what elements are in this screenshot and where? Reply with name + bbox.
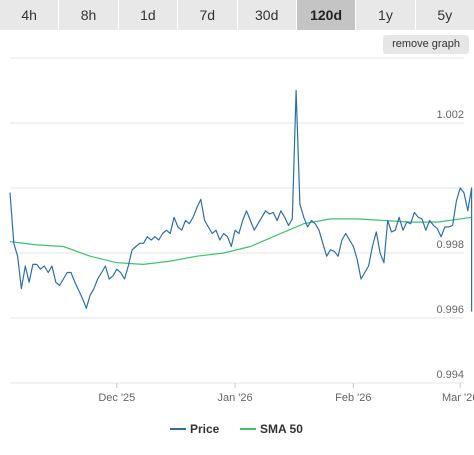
tab-30d[interactable]: 30d: [237, 0, 297, 30]
y-axis-ticks: 0.994 0.996 0.998 1.002: [436, 109, 464, 381]
x-tick-label: Dec '25: [98, 392, 135, 404]
sma50-series-line: [9, 216, 472, 265]
x-tick-label: Mar '26: [442, 392, 474, 404]
y-tick-label: 0.996: [436, 304, 464, 316]
time-range-tabs: 4h 8h 1d 7d 30d 120d 1y 5y: [0, 0, 474, 30]
x-tick-label: Feb '26: [335, 392, 371, 404]
remove-graph-button[interactable]: remove graph: [383, 35, 469, 54]
x-axis-ticks: Dec '25 Jan '26 Feb '26 Mar '26: [98, 383, 474, 404]
series-lines: [9, 89, 473, 312]
tab-7d[interactable]: 7d: [178, 0, 238, 30]
legend-label: Price: [190, 422, 220, 436]
tab-5y[interactable]: 5y: [415, 0, 474, 30]
y-tick-label: 0.998: [436, 239, 464, 251]
tab-8h[interactable]: 8h: [59, 0, 119, 30]
legend: Price SMA 50: [170, 422, 303, 436]
y-tick-label: 1.002: [436, 109, 464, 121]
y-tick-label: 0.994: [436, 369, 464, 381]
legend-item-price[interactable]: Price: [170, 422, 220, 436]
tab-120d[interactable]: 120d: [296, 0, 357, 30]
tab-4h[interactable]: 4h: [0, 0, 60, 30]
x-tick-label: Jan '26: [218, 392, 253, 404]
price-series-line: [9, 89, 473, 312]
gridlines: [10, 57, 464, 384]
legend-item-sma50[interactable]: SMA 50: [240, 422, 303, 436]
tab-1y[interactable]: 1y: [356, 0, 416, 30]
tab-1d[interactable]: 1d: [118, 0, 179, 30]
legend-label: SMA 50: [260, 422, 303, 436]
